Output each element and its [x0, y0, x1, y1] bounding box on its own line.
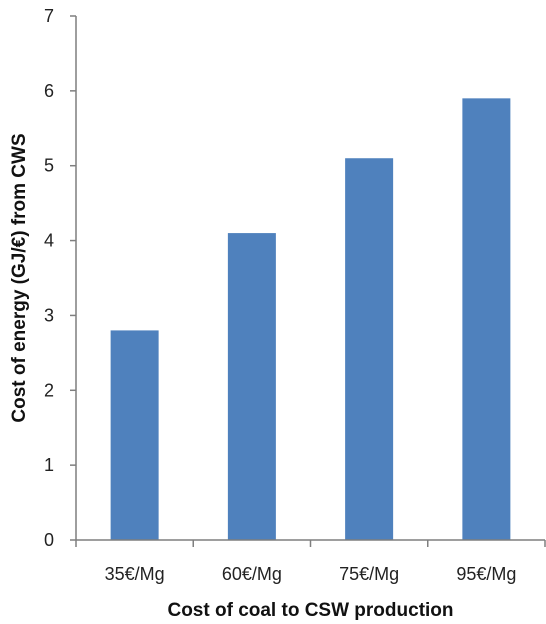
y-tick-label: 6: [44, 81, 54, 101]
x-axis-title: Cost of coal to CSW production: [167, 600, 453, 621]
x-tick-label: 95€/Mg: [456, 564, 516, 584]
y-tick-label: 2: [44, 380, 54, 400]
bar: [110, 330, 159, 540]
y-tick-label: 1: [44, 455, 54, 475]
x-tick-label: 35€/Mg: [105, 564, 165, 584]
y-tick-label: 0: [44, 530, 54, 550]
x-axis-ticks: 35€/Mg 60€/Mg 75€/Mg 95€/Mg: [75, 540, 546, 584]
y-axis-ticks: 0 1 2 3 4 5 6 7: [44, 6, 76, 550]
bar: [227, 233, 276, 541]
bar: [345, 158, 394, 540]
y-tick-label: 7: [44, 6, 54, 26]
x-tick-label: 75€/Mg: [339, 564, 399, 584]
x-tick-label: 60€/Mg: [222, 564, 282, 584]
y-tick-label: 5: [44, 156, 54, 176]
y-axis-title: Cost of energy (GJ/€) from CWS: [9, 133, 30, 422]
y-tick-label: 4: [44, 231, 54, 251]
bar: [462, 98, 511, 540]
y-tick-label: 3: [44, 305, 54, 325]
bars: [110, 98, 511, 541]
